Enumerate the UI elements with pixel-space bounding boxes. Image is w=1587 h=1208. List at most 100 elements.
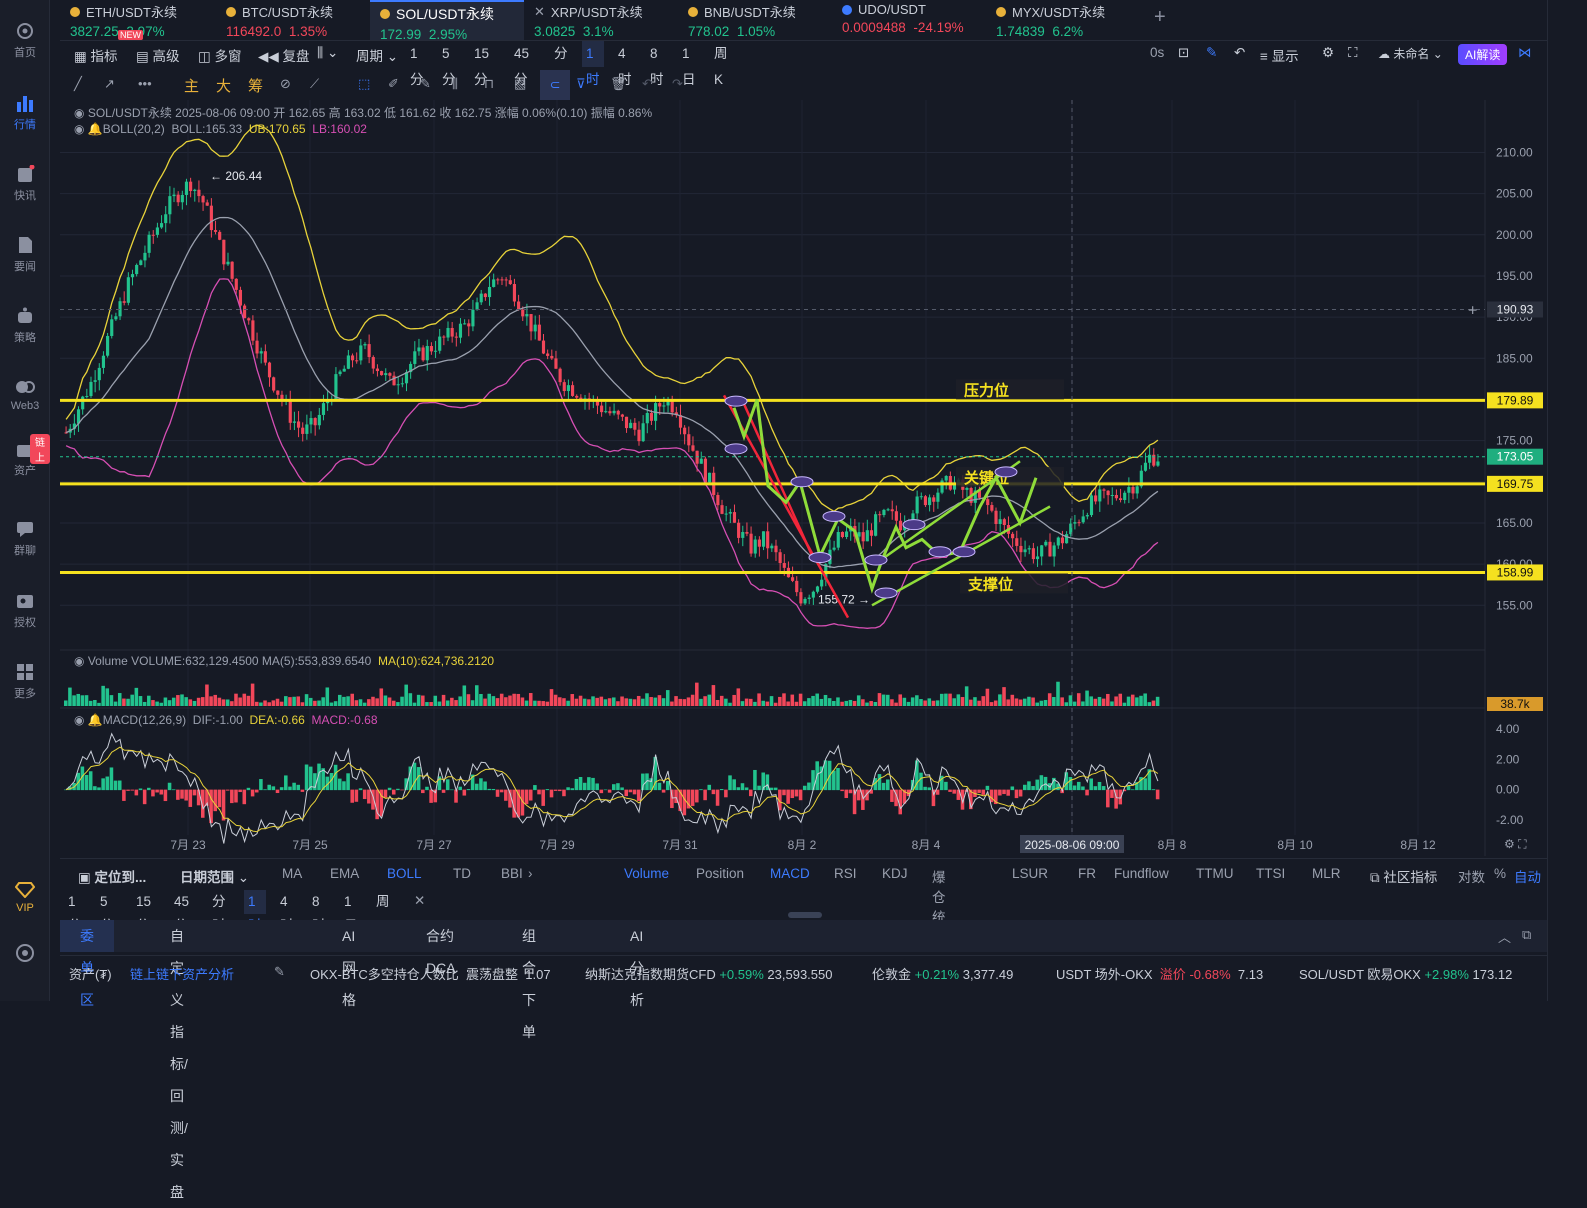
interval-3[interactable]: 45分 xyxy=(514,46,530,87)
measure-icon[interactable]: ⟋ xyxy=(310,76,320,91)
sub-indicator-10[interactable]: TTSI xyxy=(1256,866,1286,881)
close-icon[interactable]: ✕ xyxy=(414,893,426,908)
settings-icon[interactable] xyxy=(14,942,36,967)
gear-icon[interactable]: ⚙ xyxy=(1322,45,1335,60)
percent-toggle[interactable]: % xyxy=(1494,866,1507,881)
ticker-tab[interactable]: BTC/USDT永续 116492.0 1.35% xyxy=(216,0,370,40)
ray-tool-icon[interactable]: ↗ xyxy=(104,76,115,91)
footer-item[interactable]: SOL/USDT 欧易OKX +2.98% 173.12 xyxy=(1299,964,1512,983)
sidebar-item-home[interactable]: 首页 xyxy=(0,22,50,60)
sub-indicator-0[interactable]: Volume xyxy=(624,866,670,881)
bottom-tab-0[interactable]: 委单区 xyxy=(60,920,114,1008)
bottom-interval-3[interactable]: 45分 xyxy=(174,894,190,933)
chart-area[interactable]: 210.00205.00200.00195.00190.00185.00180.… xyxy=(60,100,1547,856)
bottom-interval-7[interactable]: 8时 xyxy=(312,894,326,933)
multi-window-button[interactable]: ◫ 多窗 xyxy=(198,45,242,65)
sub-indicator-2[interactable]: MACD xyxy=(770,866,810,881)
price-chart[interactable]: 210.00205.00200.00195.00190.00185.00180.… xyxy=(60,100,1547,856)
camera-icon[interactable]: ⊡ xyxy=(1178,45,1190,60)
interval-1[interactable]: 5分 xyxy=(442,46,456,87)
bottom-tab-1[interactable]: 自定义指标/回测/实盘 xyxy=(170,928,188,1200)
brush-icon[interactable]: ✐ xyxy=(388,76,399,91)
expand-icon[interactable]: ⧉ xyxy=(1522,927,1532,942)
resize-handle[interactable] xyxy=(788,912,822,918)
sidebar-item-news[interactable]: 要闻 xyxy=(0,236,50,274)
undo-draw-icon[interactable]: ↶ xyxy=(642,76,653,91)
ticker-tab[interactable]: ✕ XRP/USDT永续 3.0825 3.1% xyxy=(524,0,678,40)
sidebar-item-assets[interactable]: 链上 资产 xyxy=(0,434,50,478)
interval-7[interactable]: 8时 xyxy=(650,46,664,87)
chevron-up-icon[interactable]: ︿ xyxy=(1498,930,1512,945)
big-order-button[interactable]: 大 xyxy=(216,78,232,95)
sidebar-item-chat[interactable]: 群聊 xyxy=(0,520,50,558)
main-indicator-ema[interactable]: EMA xyxy=(330,866,360,881)
edit-icon[interactable]: ▧ xyxy=(514,76,527,91)
main-force-button[interactable]: 主 xyxy=(184,78,200,95)
interval-0[interactable]: 1分 xyxy=(410,46,424,87)
locate-button[interactable]: ▣ 定位到... xyxy=(78,866,146,886)
bottom-interval-8[interactable]: 1日 xyxy=(344,894,358,933)
footer-item[interactable]: OKX-BTC多空持仓人数比 震荡盘整 1.07 xyxy=(310,964,551,983)
magnet-icon[interactable]: ⊘ xyxy=(280,76,291,91)
bottom-interval-5[interactable]: 1时 xyxy=(244,890,266,933)
sidebar-item-market[interactable]: 行情 xyxy=(0,94,50,132)
interval-4[interactable]: 分时 xyxy=(554,46,568,87)
pencil-icon[interactable]: ✎ xyxy=(420,76,431,91)
interval-9[interactable]: 周K xyxy=(714,46,728,87)
trash-icon[interactable]: 🗑 xyxy=(610,76,627,91)
auto-toggle[interactable]: 自动 xyxy=(1514,870,1541,885)
interval-2[interactable]: 15分 xyxy=(474,46,490,87)
ticker-tab[interactable]: BNB/USDT永续 778.02 1.05% xyxy=(678,0,832,40)
interval-6[interactable]: 4时 xyxy=(618,46,632,87)
more-tools-icon[interactable]: ••• xyxy=(138,76,152,91)
sub-indicator-11[interactable]: MLR xyxy=(1312,866,1341,881)
ticker-tab[interactable]: MYX/USDT永续 1.74839 6.2% xyxy=(986,0,1140,40)
main-indicator-boll[interactable]: BOLL xyxy=(387,866,422,881)
pen-icon[interactable]: ✎ xyxy=(1206,45,1218,60)
add-tab-icon[interactable]: + xyxy=(1154,6,1166,28)
select-icon[interactable]: ⬚ xyxy=(358,76,371,91)
ticker-tab[interactable]: UDO/USDT 0.0009488 -24.19% xyxy=(832,0,986,40)
ticker-tab[interactable]: ETH/USDT永续 NEW 3827.25 3.97% xyxy=(60,0,214,40)
advanced-button[interactable]: ▤ 高级 xyxy=(136,45,180,65)
footer-item[interactable]: 伦敦金 +0.21% 3,377.49 xyxy=(872,964,1013,983)
bottom-tab-5[interactable]: AI分析 xyxy=(630,928,644,1008)
sidebar-item-strategy[interactable]: 策略 xyxy=(0,307,50,345)
replay-button[interactable]: ◀◀ 复盘 xyxy=(258,45,310,65)
date-range-dropdown[interactable]: 日期范围 ⌄ xyxy=(180,870,250,885)
sub-indicator-1[interactable]: Position xyxy=(696,866,745,881)
sub-indicator-6[interactable]: LSUR xyxy=(1012,866,1049,881)
undo-icon[interactable]: ↶ xyxy=(1234,45,1246,60)
bottom-interval-6[interactable]: 4时 xyxy=(280,894,294,933)
community-indicator-button[interactable]: ⧉ 社区指标 xyxy=(1370,866,1437,886)
chevron-right-icon[interactable]: › xyxy=(528,866,533,881)
sub-indicator-3[interactable]: RSI xyxy=(834,866,857,881)
ruler-icon[interactable]: ⫼ xyxy=(452,76,458,91)
line-tool-icon[interactable]: ╱ xyxy=(74,76,82,91)
bottom-interval-1[interactable]: 5分 xyxy=(100,894,114,933)
sidebar-item-web3[interactable]: Web3 xyxy=(0,378,50,412)
footer-item[interactable]: 纳斯达克指数期货CFD +0.59% 23,593.550 xyxy=(585,964,833,983)
interval-8[interactable]: 1日 xyxy=(682,46,696,87)
asset-analysis-link[interactable]: 链上链下资产分析 xyxy=(130,967,235,982)
bottom-interval-0[interactable]: 1分 xyxy=(68,894,82,933)
sub-indicator-4[interactable]: KDJ xyxy=(882,866,908,881)
sub-indicator-9[interactable]: TTMU xyxy=(1196,866,1234,881)
lock-icon[interactable]: ⊓ xyxy=(484,76,495,91)
chip-button[interactable]: 筹 xyxy=(248,78,264,95)
sub-indicator-8[interactable]: Fundflow xyxy=(1114,866,1169,881)
magnet-active-icon[interactable]: ⊂ xyxy=(540,70,570,100)
footer-item[interactable]: USDT 场外-OKX 溢价 -0.68% 7.13 xyxy=(1056,964,1263,983)
fullscreen-icon[interactable]: ⛶ xyxy=(1348,45,1358,60)
main-indicator-td[interactable]: TD xyxy=(453,866,471,881)
ticker-tab-active[interactable]: SOL/USDT永续 172.99 2.95% xyxy=(370,0,524,42)
main-indicator-bbi[interactable]: BBI xyxy=(501,866,523,881)
sidebar-item-flash[interactable]: 快讯 xyxy=(0,165,50,203)
display-button[interactable]: ≡ 显示 xyxy=(1260,45,1299,65)
sidebar-item-auth[interactable]: 授权 xyxy=(0,592,50,630)
edit-icon[interactable]: ✎ xyxy=(274,964,285,979)
bottom-tab-3[interactable]: 合约DCA xyxy=(426,928,456,976)
layout-name-dropdown[interactable]: ☁ 未命名 ⌄ xyxy=(1378,47,1443,61)
bottom-interval-4[interactable]: 分时 xyxy=(212,894,226,933)
assets-label[interactable]: 资产(₮) xyxy=(69,967,112,982)
